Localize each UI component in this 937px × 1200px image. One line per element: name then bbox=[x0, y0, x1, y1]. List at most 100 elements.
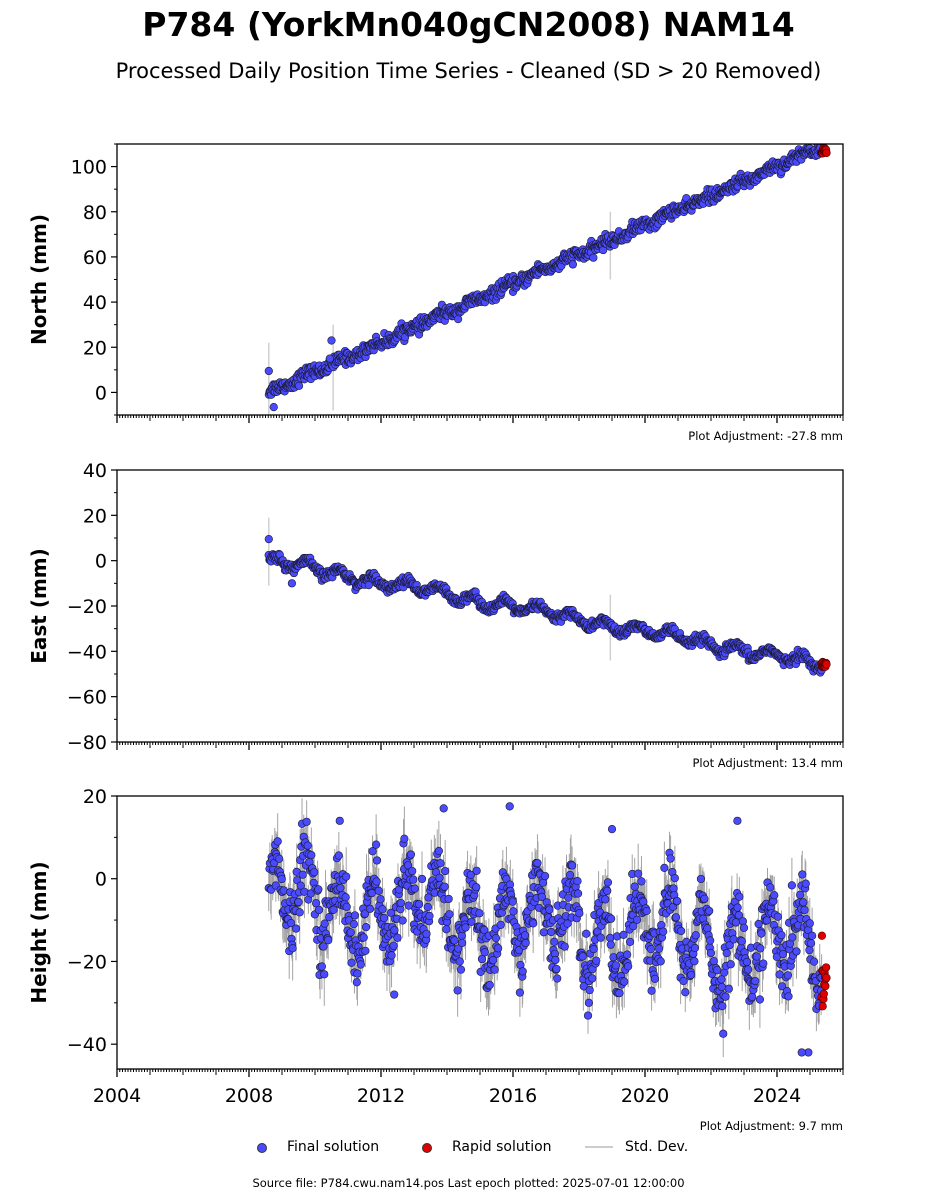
final-point bbox=[553, 974, 562, 983]
final-point bbox=[347, 958, 356, 967]
final-point bbox=[508, 897, 517, 906]
final-point bbox=[422, 929, 431, 939]
final-point bbox=[302, 817, 311, 826]
std-dev-bars-height bbox=[268, 798, 823, 1058]
final-point bbox=[533, 858, 542, 868]
final-point bbox=[717, 975, 726, 984]
final-point bbox=[368, 847, 377, 856]
final-point bbox=[275, 854, 284, 863]
final-point bbox=[757, 929, 766, 938]
final-point bbox=[634, 869, 643, 878]
y-tick-label: 20 bbox=[83, 337, 107, 359]
final-point bbox=[342, 902, 351, 911]
final-point bbox=[404, 901, 413, 910]
y-tick-label: 40 bbox=[83, 292, 107, 314]
y-tick-label: 0 bbox=[95, 382, 107, 404]
final-point bbox=[659, 927, 668, 936]
final-point bbox=[515, 988, 524, 997]
final-point bbox=[611, 961, 620, 970]
final-point bbox=[441, 866, 450, 876]
final-point bbox=[454, 944, 463, 953]
final-point bbox=[703, 924, 712, 933]
final-point bbox=[637, 877, 646, 886]
y-tick-label: 100 bbox=[71, 157, 107, 179]
final-point bbox=[450, 936, 459, 945]
final-point bbox=[310, 868, 319, 877]
final-point bbox=[565, 870, 575, 880]
plot-adjustment-north: Plot Adjustment: -27.8 mm bbox=[688, 429, 843, 443]
final-point bbox=[475, 909, 484, 918]
final-point bbox=[334, 851, 343, 860]
final-point bbox=[386, 908, 396, 917]
final-point bbox=[288, 944, 297, 953]
final-point bbox=[387, 951, 396, 960]
final-point bbox=[349, 920, 359, 929]
chart-subtitle: Processed Daily Position Time Series - C… bbox=[115, 59, 822, 83]
final-point bbox=[319, 942, 328, 951]
final-point bbox=[560, 942, 569, 951]
final-point bbox=[724, 984, 733, 993]
final-point bbox=[409, 875, 418, 884]
final-point bbox=[453, 986, 462, 995]
final-point bbox=[273, 837, 282, 846]
final-point bbox=[466, 870, 475, 880]
final-points-height bbox=[264, 802, 826, 1057]
final-point bbox=[461, 923, 470, 932]
final-point bbox=[423, 902, 432, 912]
y-tick-label: −60 bbox=[67, 687, 107, 709]
final-point bbox=[601, 895, 610, 904]
final-point bbox=[298, 870, 307, 879]
final-point bbox=[477, 954, 487, 964]
final-point bbox=[372, 877, 381, 886]
final-point bbox=[454, 315, 463, 324]
y-tick-label: 60 bbox=[83, 247, 107, 269]
final-point bbox=[390, 926, 399, 935]
final-point bbox=[346, 928, 355, 937]
final-point bbox=[705, 906, 714, 916]
final-point bbox=[718, 1002, 727, 1011]
final-point bbox=[630, 882, 639, 891]
final-point bbox=[398, 916, 407, 925]
y-tick-label: −80 bbox=[67, 732, 107, 754]
final-point bbox=[455, 957, 464, 966]
final-point bbox=[681, 988, 690, 997]
final-point bbox=[606, 940, 615, 949]
final-point bbox=[629, 921, 638, 931]
final-point bbox=[307, 850, 316, 860]
final-point bbox=[350, 911, 359, 920]
final-point bbox=[520, 931, 530, 940]
final-point bbox=[410, 884, 419, 893]
final-point bbox=[324, 936, 333, 945]
final-point bbox=[666, 854, 675, 863]
final-point bbox=[529, 919, 538, 928]
final-point bbox=[367, 888, 376, 898]
final-point bbox=[691, 931, 700, 940]
final-point bbox=[670, 873, 679, 883]
final-point bbox=[735, 892, 744, 901]
final-point bbox=[589, 944, 598, 954]
final-point bbox=[575, 909, 584, 918]
final-point bbox=[376, 895, 385, 904]
final-point bbox=[378, 905, 387, 914]
final-point bbox=[655, 944, 664, 953]
final-point-outlier bbox=[264, 366, 273, 376]
plot-area-north bbox=[264, 144, 831, 415]
final-point bbox=[564, 893, 573, 902]
panel-north: 0 20 40 60 80 100 North (mm) Plot Adjustment: -… bbox=[27, 143, 844, 443]
final-point bbox=[425, 911, 434, 921]
final-point bbox=[717, 982, 726, 992]
y-tick-label: 20 bbox=[83, 505, 107, 527]
final-point bbox=[325, 913, 334, 922]
rapid-point bbox=[822, 660, 831, 669]
final-point bbox=[356, 960, 365, 969]
final-point bbox=[568, 260, 577, 269]
final-point bbox=[314, 885, 323, 894]
final-point bbox=[589, 253, 598, 262]
final-point bbox=[687, 970, 696, 980]
final-point bbox=[620, 977, 629, 986]
final-point bbox=[624, 962, 633, 971]
final-point bbox=[579, 982, 588, 991]
final-point bbox=[374, 886, 383, 896]
final-point bbox=[352, 978, 361, 987]
